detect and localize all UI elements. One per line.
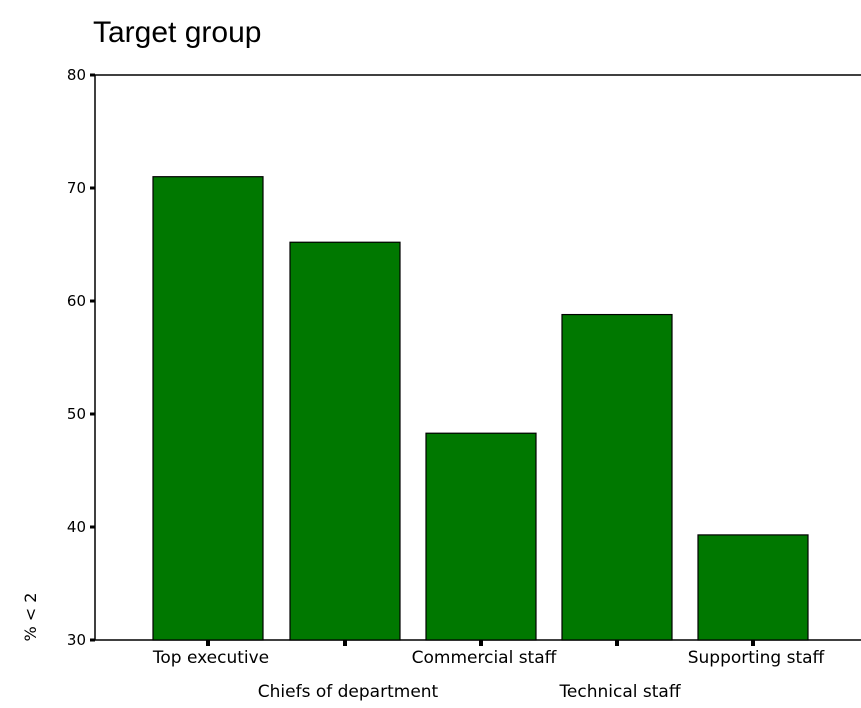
chart-title: Target group bbox=[93, 16, 261, 49]
bar bbox=[561, 313, 673, 641]
x-tick-label: Top executive bbox=[152, 648, 269, 668]
y-axis-label: % < 2 bbox=[21, 593, 40, 642]
plot-area: 30 40 50 60 70 80 Top executive Chiefs of depar… bbox=[67, 66, 861, 702]
bar bbox=[289, 241, 401, 641]
x-tick-label: Commercial staff bbox=[412, 648, 558, 668]
y-tick-label: 70 bbox=[67, 179, 86, 197]
bar bbox=[152, 176, 264, 641]
x-tick-label: Chiefs of department bbox=[258, 682, 439, 702]
bar bbox=[425, 432, 537, 641]
x-tick-label: Supporting staff bbox=[688, 648, 826, 668]
x-tick-label: Technical staff bbox=[558, 682, 681, 702]
y-tick-label: 80 bbox=[67, 66, 86, 84]
y-tick-label: 40 bbox=[67, 518, 86, 536]
y-tick-label: 50 bbox=[67, 405, 86, 423]
y-tick-label: 30 bbox=[67, 631, 86, 649]
y-tick-label: 60 bbox=[67, 292, 86, 310]
bar bbox=[697, 534, 809, 641]
